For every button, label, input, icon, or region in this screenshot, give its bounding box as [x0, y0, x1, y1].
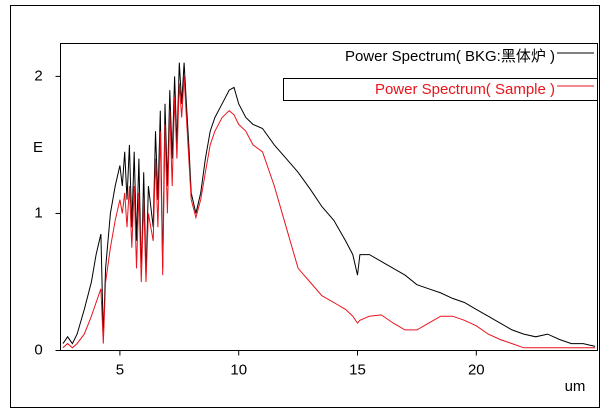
- y-tick-label: 2: [34, 67, 42, 84]
- legend-box: [283, 78, 598, 101]
- legend-label: Power Spectrum( Sample ): [375, 81, 555, 98]
- panel-border: [10, 5, 600, 408]
- series-line: [62, 76, 596, 349]
- x-tick-label: 5: [116, 361, 124, 378]
- x-tick-label: 10: [230, 361, 247, 378]
- legend-label: Power Spectrum( BKG:黑体炉 ): [345, 48, 555, 65]
- series-line: [62, 62, 596, 347]
- x-tick-label: 15: [349, 361, 366, 378]
- x-axis-label: um: [565, 378, 586, 395]
- y-tick-label: 0: [34, 341, 42, 358]
- x-tick-label: 20: [468, 361, 485, 378]
- y-axis-label: E: [33, 139, 43, 156]
- y-tick-label: 1: [34, 204, 42, 221]
- plot-frame: [60, 43, 598, 351]
